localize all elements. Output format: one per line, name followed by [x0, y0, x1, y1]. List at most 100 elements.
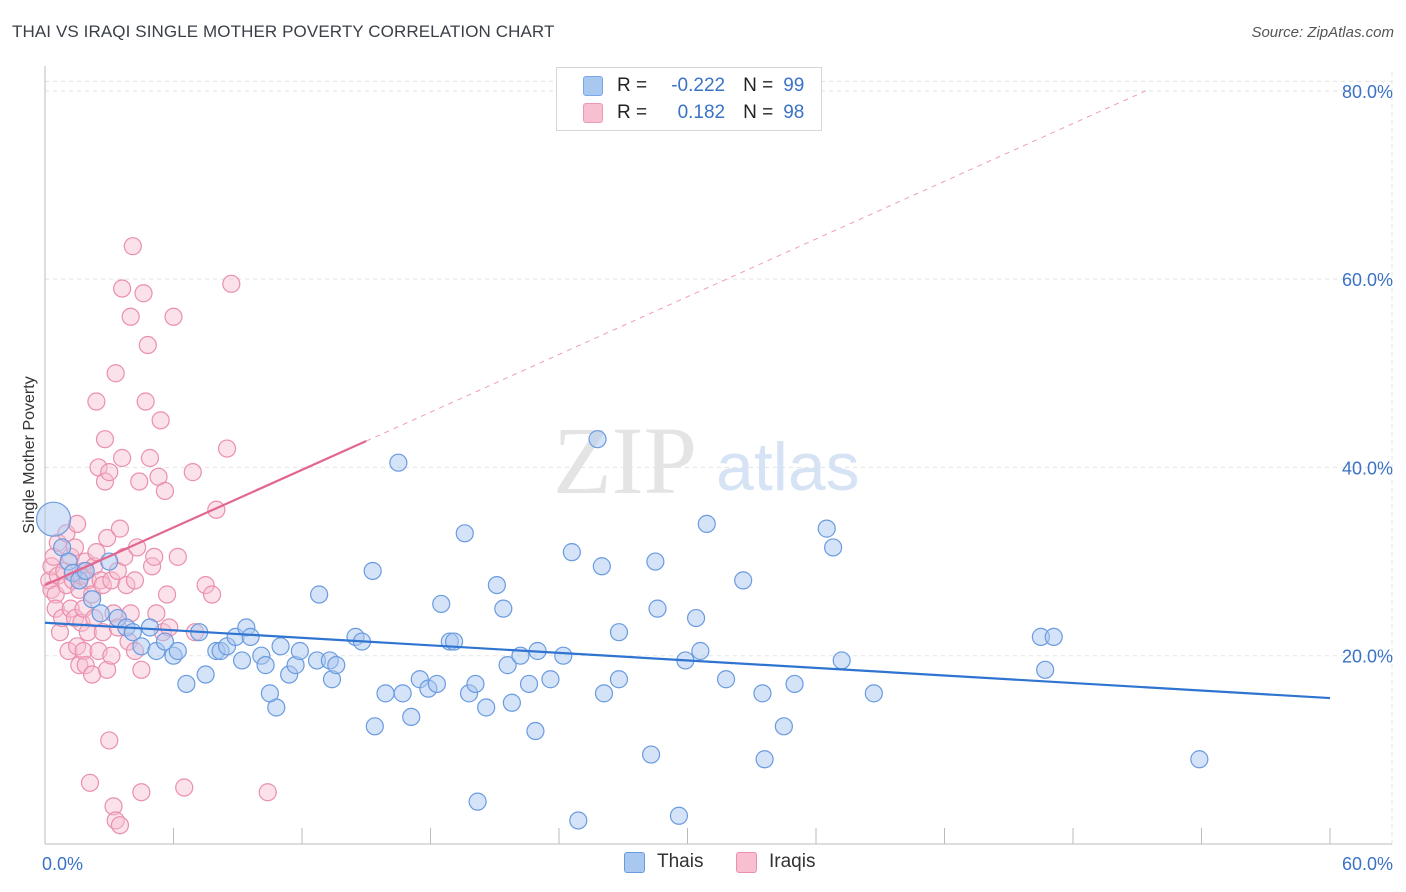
legend-n-label: N = [743, 75, 774, 96]
legend-n-label: N = [743, 102, 774, 123]
iraqis-point [168, 547, 187, 566]
iraqis-point [76, 656, 95, 675]
thais-point [494, 599, 513, 618]
iraqis-trend-extension [366, 90, 1147, 442]
thais-point [271, 637, 290, 656]
x-tick-label: 0.0% [42, 854, 83, 874]
thais-point [389, 453, 408, 472]
axes [44, 66, 1392, 845]
legend-r-value: -0.222 [671, 75, 726, 96]
iraqis-point [136, 392, 155, 411]
thais-point [455, 524, 474, 543]
iraqis-point [110, 816, 130, 835]
thais-point [697, 514, 716, 534]
iraqis-point [132, 660, 151, 679]
thais-point [609, 623, 629, 642]
thais-point [35, 501, 72, 537]
legend-n-value: 99 [783, 75, 805, 96]
legend-swatch-iraqis [736, 851, 757, 873]
thais-point [83, 590, 102, 609]
iraqis-point [132, 783, 151, 802]
thais-point [824, 538, 843, 557]
chart-title: THAI VS IRAQI SINGLE MOTHER POVERTY CORR… [12, 22, 555, 41]
iraqis-point [87, 543, 106, 562]
iraqis-point [100, 463, 119, 482]
thais-point [774, 717, 793, 736]
iraqis-point [95, 472, 115, 491]
iraqis-point [104, 797, 123, 816]
thais-point [393, 684, 412, 703]
thais-point [716, 670, 736, 689]
iraqis-point [93, 575, 112, 595]
legend-swatch-iraqis [583, 103, 603, 123]
thais-point [648, 599, 667, 618]
y-tick-label: 40.0% [1342, 458, 1393, 478]
thais-point [832, 651, 851, 670]
legend-label-iraqis: Iraqis [769, 851, 816, 872]
thais-point [487, 575, 506, 595]
legend-item-iraqis[interactable]: Iraqis [736, 851, 815, 873]
iraqis-point [183, 463, 202, 482]
thais-point [365, 717, 384, 736]
thais-point [753, 684, 772, 703]
chart-source: Source: ZipAtlas.com [1251, 24, 1394, 41]
thais-point [502, 693, 521, 712]
thais-point [734, 571, 753, 590]
thais-point [327, 656, 346, 675]
thais-trend-line [44, 621, 1331, 700]
legend-n-value: 98 [783, 102, 805, 123]
thais-point [541, 670, 560, 689]
thais-point [427, 674, 447, 694]
iraqis-point [74, 641, 93, 661]
thais-point [432, 594, 451, 614]
thais-point [519, 674, 539, 694]
y-tick-label: 80.0% [1342, 82, 1393, 102]
iraqis-point [125, 571, 145, 590]
iraqis-points [40, 237, 277, 835]
iraqis-point [59, 641, 78, 661]
iraqis-point [46, 599, 65, 618]
thais-point [91, 604, 110, 623]
axis-ticks: 20.0% 40.0% 60.0% 80.0% 0.0% 60.0% [42, 82, 1393, 874]
x-tick-label: 60.0% [1342, 854, 1393, 874]
thais-point [554, 646, 573, 665]
iraqis-point [117, 575, 136, 595]
iraqis-point [202, 585, 222, 604]
legend-row-thais: R = -0.222 N = 99 [583, 73, 804, 99]
y-tick-label: 20.0% [1342, 647, 1393, 667]
iraqis-point [175, 778, 194, 797]
thais-point [256, 656, 275, 675]
thais-point [609, 670, 629, 689]
iraqis-point [217, 439, 237, 458]
series-legend: Thais Iraqis [0, 851, 1406, 877]
iraqis-point [157, 585, 177, 604]
iraqis-point [106, 364, 125, 383]
thais-point [477, 698, 496, 717]
iraqis-point [121, 307, 140, 326]
thais-point [569, 811, 588, 830]
iraqis-point [98, 660, 117, 679]
legend-r-label: R = [617, 75, 648, 96]
thais-point [864, 684, 883, 703]
iraqis-point [123, 237, 142, 256]
iraqis-point [83, 665, 102, 684]
trend-lines [44, 90, 1331, 700]
iraqis-point [164, 307, 183, 326]
iraqis-point [68, 514, 87, 534]
iraqis-point [222, 274, 241, 293]
thais-point [641, 745, 661, 764]
iraqis-point [140, 448, 160, 468]
thais-point [594, 684, 614, 703]
iraqis-point [138, 335, 157, 355]
thais-point [785, 674, 804, 694]
thais-point [686, 608, 706, 628]
thais-point [1036, 660, 1055, 679]
iraqis-point [130, 472, 149, 491]
thais-point [466, 674, 485, 694]
thais-point [669, 806, 689, 825]
iraqis-point [151, 411, 170, 430]
y-axis-label: Single Mother Poverty [21, 376, 38, 533]
grid-lines [45, 72, 1393, 844]
iraqis-point [134, 284, 153, 303]
legend-item-thais[interactable]: Thais [624, 851, 703, 873]
